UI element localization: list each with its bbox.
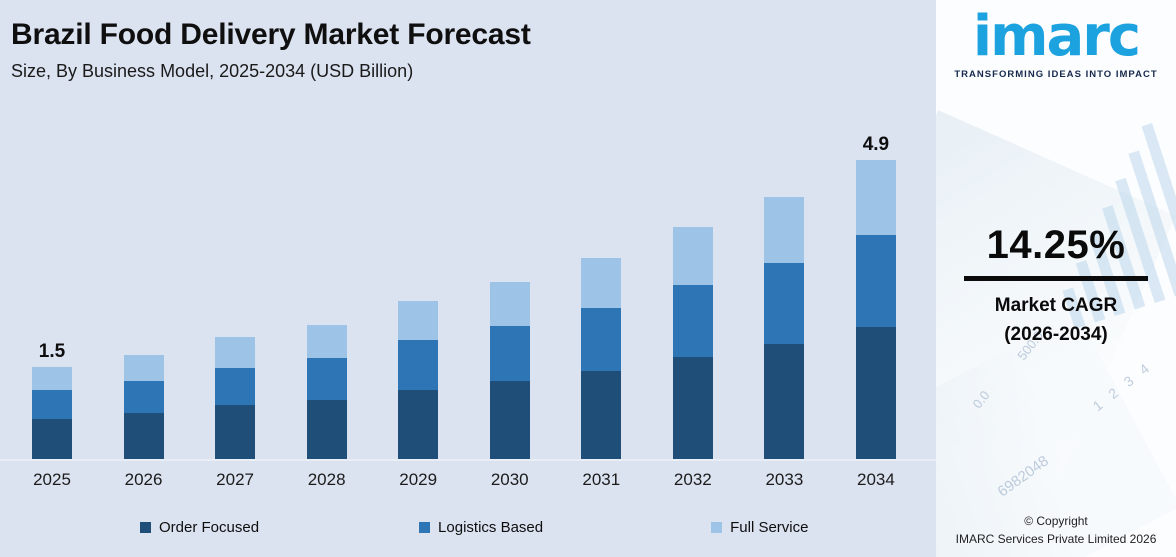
bar-segment-full-service (672, 227, 713, 286)
x-axis-label-2031: 2031 (582, 470, 621, 489)
bar-segment-logistics-based (764, 262, 805, 344)
bar-segment-order-focused (581, 370, 622, 459)
bar-column-2029 (390, 275, 446, 459)
bar-segment-order-focused (123, 413, 164, 459)
bar-stack-2032 (672, 227, 713, 459)
bar-stack-2033 (764, 196, 805, 459)
bar-column-2033 (756, 171, 812, 459)
legend-label: Full Service (730, 519, 809, 536)
bar-segment-order-focused (764, 343, 805, 459)
bar-column-2028 (299, 299, 355, 459)
watermark-label: 6982048 (994, 452, 1052, 501)
imarc-logo-wordmark: imarc (972, 4, 1141, 69)
bar-segment-full-service (215, 337, 256, 368)
plot-wrapper: 1.5 4.9 (0, 116, 936, 461)
chart-header: Brazil Food Delivery Market Forecast Siz… (11, 18, 531, 82)
legend-swatch-icon (711, 522, 723, 533)
bar-segment-logistics-based (215, 367, 256, 406)
bar-segment-logistics-based (855, 234, 896, 328)
bar-segment-full-service (32, 367, 72, 391)
legend-label: Logistics Based (438, 519, 544, 536)
legend-item-logistics-based: Logistics Based (419, 519, 543, 536)
bar-column-2034: 4.9 (848, 134, 904, 459)
bar-segment-order-focused (398, 389, 439, 459)
bar-column-2025: 1.5 (24, 341, 80, 459)
bar-total-label: 4.9 (862, 134, 890, 156)
x-axis-label-2034: 2034 (857, 470, 895, 489)
bar-segment-full-service (581, 257, 622, 309)
legend-item-order-focused: Order Focused (140, 519, 259, 536)
x-axis-label-2033: 2033 (765, 470, 804, 489)
bar-segment-full-service (489, 282, 530, 327)
watermark-label: 1 2 3 4 (1089, 357, 1156, 415)
x-axis-label-2030: 2030 (490, 470, 529, 489)
bar-segment-logistics-based (306, 358, 347, 400)
bar-segment-full-service (306, 324, 347, 359)
x-axis-label-2032: 2032 (673, 470, 712, 489)
bar-column-2031 (573, 232, 629, 459)
bar-segment-logistics-based (398, 340, 439, 390)
bar-segment-full-service (764, 196, 805, 263)
bar-segment-order-focused (672, 357, 713, 459)
bar-column-2030 (482, 256, 538, 459)
legend-item-full-service: Full Service (711, 519, 808, 536)
cagr-underline (964, 276, 1148, 281)
bar-segment-logistics-based (123, 380, 164, 414)
x-axis-label-2026: 2026 (124, 470, 163, 489)
bar-stack-2030 (489, 282, 530, 459)
bar-column-2026 (116, 329, 172, 459)
bar-segment-logistics-based (32, 390, 72, 419)
bar-stack-2025 (32, 367, 72, 459)
imarc-tagline: TRANSFORMING IDEAS INTO IMPACT (954, 68, 1158, 80)
legend-label: Order Focused (159, 519, 260, 536)
watermark-label: 0.0 (969, 387, 993, 412)
chart-panel: Brazil Food Delivery Market Forecast Siz… (0, 18, 936, 536)
cagr-label: Market CAGR (994, 295, 1118, 316)
bar-stack-2027 (215, 337, 256, 459)
bar-column-2032 (665, 201, 721, 459)
brand-sidebar: 500.0 0.0 1 2 3 4 6982048 imarc TRANSFOR… (936, 0, 1176, 557)
bar-segment-order-focused (489, 380, 530, 459)
cagr-block: 14.25% Market CAGR (2026-2034) (936, 223, 1176, 350)
bar-segment-full-service (855, 160, 896, 235)
x-axis-label-2029: 2029 (399, 470, 438, 489)
copyright-line-2: IMARC Services Private Limited 2026 (955, 531, 1157, 546)
bar-segment-full-service (398, 300, 439, 341)
bar-segment-logistics-based (672, 285, 713, 358)
bar-stack-2028 (306, 324, 347, 459)
bar-segment-order-focused (32, 418, 72, 459)
cagr-value: 14.25% (986, 223, 1126, 267)
bar-segment-order-focused (306, 399, 347, 459)
legend-swatch-icon (419, 522, 431, 533)
bar-segment-order-focused (855, 327, 896, 459)
bar-total-label: 1.5 (38, 341, 66, 363)
bar-segment-full-service (123, 355, 164, 381)
page-title: Brazil Food Delivery Market Forecast (11, 18, 531, 51)
page-subtitle: Size, By Business Model, 2025-2034 (USD … (11, 61, 414, 81)
bar-stack-2029 (398, 300, 439, 459)
bar-segment-logistics-based (489, 326, 530, 381)
x-axis-label-2027: 2027 (216, 470, 254, 489)
bar-segment-order-focused (215, 405, 256, 459)
bar-stack-2031 (581, 257, 622, 459)
plot-area: 1.5 4.9 (0, 116, 936, 459)
bar-column-2027 (207, 311, 263, 459)
x-axis-label-2028: 2028 (307, 470, 346, 489)
imarc-logo: imarc TRANSFORMING IDEAS INTO IMPACT (936, 4, 1176, 80)
bar-stack-2026 (123, 355, 164, 459)
copyright-line-1: © Copyright (1024, 514, 1088, 529)
legend-swatch-icon (140, 522, 151, 533)
bar-stack-2034 (855, 160, 896, 459)
cagr-period: (2026-2034) (1004, 324, 1108, 346)
chart-legend: Order Focused Logistics Based Full Service (0, 519, 808, 536)
bar-segment-logistics-based (581, 308, 622, 371)
x-axis: 2025 2026 2027 2028 2029 2030 2031 2032 2033 2034 (0, 470, 936, 490)
x-axis-label-2025: 2025 (33, 470, 71, 489)
copyright: © Copyright IMARC Services Private Limit… (936, 513, 1176, 548)
